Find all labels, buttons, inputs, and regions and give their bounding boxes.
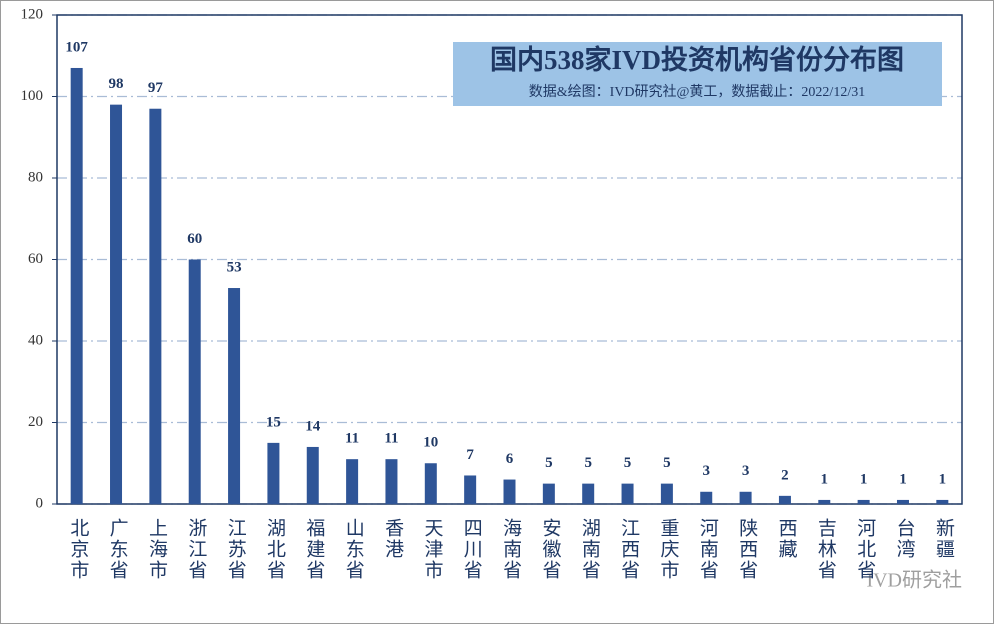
y-tick-label: 120 (21, 6, 44, 22)
bar (464, 475, 477, 504)
bar (188, 259, 201, 504)
value-label: 5 (584, 455, 592, 471)
x-tick-label: 吉林省 (815, 518, 837, 581)
value-label: 1 (899, 471, 907, 487)
y-tick-label: 60 (28, 251, 43, 267)
value-label: 107 (65, 39, 88, 55)
value-label: 3 (742, 463, 750, 479)
value-label: 1 (860, 471, 868, 487)
bar (621, 483, 634, 504)
bar (346, 459, 359, 504)
x-tick-label: 西藏 (776, 518, 798, 560)
value-label: 60 (187, 231, 202, 247)
x-tick-label: 江西省 (618, 518, 640, 581)
bar (857, 499, 870, 504)
bar (503, 479, 516, 504)
bar (385, 459, 398, 504)
value-label: 53 (227, 259, 242, 275)
y-tick-label: 20 (28, 414, 43, 430)
x-tick-label: 广东省 (107, 518, 128, 581)
value-label: 11 (345, 431, 359, 447)
x-tick-label: 北京市 (67, 518, 89, 581)
x-tick-label: 陕西省 (736, 518, 758, 581)
value-label: 5 (545, 455, 553, 471)
bar (267, 442, 280, 504)
bar (424, 463, 437, 504)
value-label: 14 (305, 418, 321, 434)
x-tick-label: 香港 (382, 518, 404, 560)
bar (739, 491, 752, 504)
bar (818, 499, 831, 504)
bar (936, 499, 949, 504)
value-label: 2 (781, 467, 789, 483)
bar (306, 446, 319, 504)
x-tick-label: 江苏省 (225, 518, 247, 581)
x-tick-label: 安徽省 (539, 518, 561, 581)
y-tick-label: 80 (28, 169, 43, 185)
x-tick-label: 海南省 (500, 518, 522, 581)
value-label: 5 (624, 455, 632, 471)
chart-title: 国内538家IVD投资机构省份分布图 (490, 44, 904, 75)
bar (70, 67, 83, 504)
value-label: 15 (266, 414, 281, 430)
x-tick-label: 山东省 (343, 518, 365, 581)
x-tick-label: 天津市 (421, 518, 443, 581)
x-tick-label: 新疆 (933, 518, 955, 560)
value-label: 97 (148, 80, 164, 96)
y-tick-label: 40 (28, 332, 43, 348)
value-label: 7 (466, 447, 474, 463)
bar (778, 495, 791, 504)
title-box (453, 42, 942, 106)
bar (700, 491, 713, 504)
value-label: 1 (939, 471, 947, 487)
bar (896, 499, 909, 504)
x-tick-label: 浙江省 (185, 518, 207, 581)
bar (660, 483, 673, 504)
x-tick-label: 河南省 (697, 518, 719, 581)
watermark: IVD研究社 (866, 569, 962, 592)
x-tick-label: 河北省 (854, 518, 876, 581)
x-tick-label: 湖南省 (579, 518, 601, 581)
value-label: 10 (423, 435, 438, 451)
value-label: 3 (702, 463, 710, 479)
value-label: 1 (821, 471, 829, 487)
value-label: 6 (506, 451, 514, 467)
x-tick-label: 重庆市 (658, 518, 680, 581)
bar (228, 288, 241, 504)
x-tick-label: 福建省 (303, 518, 325, 581)
x-tick-label: 上海市 (146, 518, 168, 581)
x-tick-label: 湖北省 (264, 518, 286, 581)
bar (110, 104, 123, 505)
y-tick-label: 0 (36, 495, 44, 511)
chart-subtitle: 数据&绘图：IVD研究社@黄工，数据截止：2022/12/31 (529, 83, 865, 100)
value-label: 98 (109, 76, 124, 92)
x-tick-label: 四川省 (461, 518, 483, 581)
value-label: 11 (384, 431, 398, 447)
y-tick-label: 100 (21, 88, 44, 104)
bar (542, 483, 555, 504)
x-tick-label: 台湾 (894, 518, 916, 560)
bar (582, 483, 595, 504)
value-label: 5 (663, 455, 671, 471)
bar (149, 108, 162, 504)
